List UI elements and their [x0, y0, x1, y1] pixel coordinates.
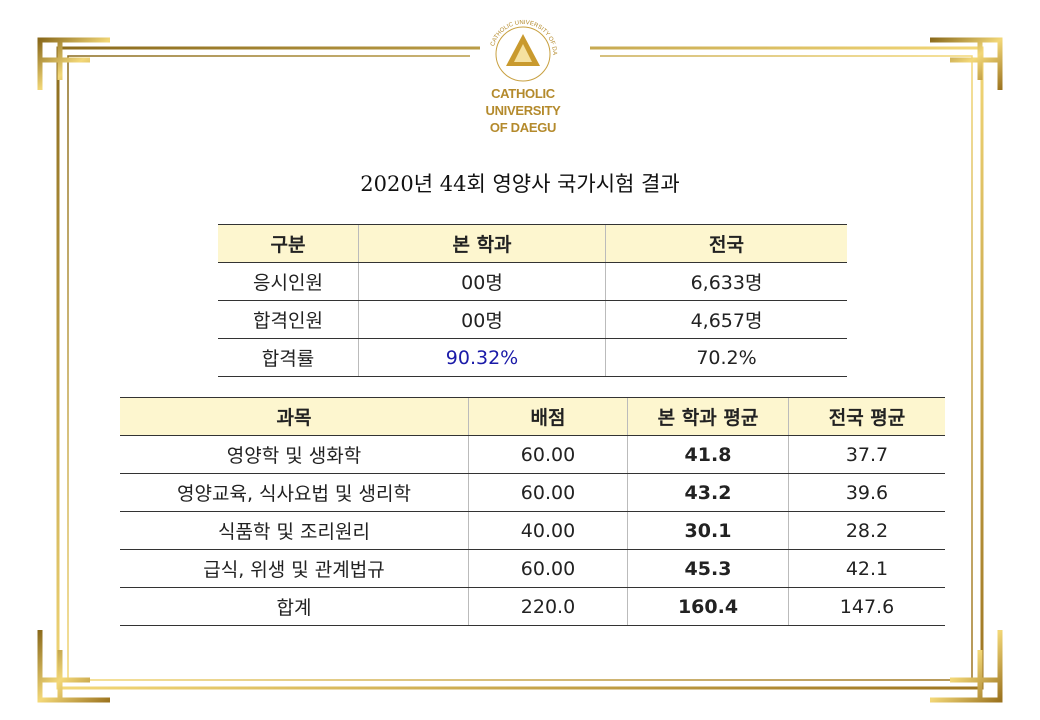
cell: 90.32% — [358, 338, 606, 377]
header-row: 구분 본 학과 전국 — [218, 224, 847, 263]
header-cell: 과목 — [120, 397, 469, 436]
cell: 00명 — [358, 262, 606, 301]
row: 합격인원 00명 4,657명 — [218, 300, 847, 339]
cell: 합격인원 — [218, 300, 359, 339]
cell: 45.3 — [627, 549, 789, 588]
cell: 합계 — [120, 587, 469, 626]
cell: 4,657명 — [605, 300, 847, 339]
row: 합계 220.0 160.4 147.6 — [120, 587, 945, 626]
logo-text: UNIVERSITY — [485, 103, 561, 118]
cell: 60.00 — [468, 473, 628, 512]
cell: 42.1 — [788, 549, 945, 588]
title: 2020년 44회 영양사 국가시험 결과 — [360, 172, 680, 196]
header-row: 과목 배점 본 학과 평균 전국 평균 — [120, 397, 945, 436]
cell: 급식, 위생 및 관계법규 — [120, 549, 469, 588]
header-cell: 배점 — [468, 397, 628, 436]
cell: 6,633명 — [605, 262, 847, 301]
cell: 30.1 — [627, 511, 789, 550]
cell: 영양교육, 식사요법 및 생리학 — [120, 473, 469, 512]
cell: 영양학 및 생화학 — [120, 435, 469, 474]
cell: 식품학 및 조리원리 — [120, 511, 469, 550]
cell: 220.0 — [468, 587, 628, 626]
cell: 40.00 — [468, 511, 628, 550]
header-cell: 전국 평균 — [788, 397, 945, 436]
score-table: 과목 배점 본 학과 평균 전국 평균 영양학 및 생화학 60.00 41.8 37.7 영양… — [120, 397, 945, 626]
row: 응시인원 00명 6,633명 — [218, 262, 847, 301]
row: 영양교육, 식사요법 및 생리학 60.00 43.2 39.6 — [120, 473, 945, 512]
cell: 70.2% — [605, 338, 847, 377]
cell: 147.6 — [788, 587, 945, 626]
cell: 응시인원 — [218, 262, 359, 301]
cell: 00명 — [358, 300, 606, 339]
cell: 60.00 — [468, 549, 628, 588]
header-cell: 본 학과 — [358, 224, 606, 263]
pass-table: 구분 본 학과 전국 응시인원 00명 6,633명 합격인원 00명 4,657명 합격률 90.… — [218, 224, 847, 377]
row: 영양학 및 생화학 60.00 41.8 37.7 — [120, 435, 945, 474]
header-cell: 본 학과 평균 — [627, 397, 789, 436]
row: 급식, 위생 및 관계법규 60.00 45.3 42.1 — [120, 549, 945, 588]
gold-border — [37, 37, 1003, 703]
cell: 41.8 — [627, 435, 789, 474]
cell: 60.00 — [468, 435, 628, 474]
logo-text: OF DAEGU — [489, 120, 557, 135]
row: 합격률 90.32% 70.2% — [218, 338, 847, 377]
cell: 160.4 — [627, 587, 789, 626]
cell: 28.2 — [788, 511, 945, 550]
header-cell: 전국 — [605, 224, 847, 263]
cell: 합격률 — [218, 338, 359, 377]
header-cell: 구분 — [218, 224, 359, 263]
cell: 37.7 — [788, 435, 945, 474]
cell: 43.2 — [627, 473, 789, 512]
cell: 39.6 — [788, 473, 945, 512]
row: 식품학 및 조리원리 40.00 30.1 28.2 — [120, 511, 945, 550]
logo-text: CATHOLIC — [491, 86, 555, 101]
